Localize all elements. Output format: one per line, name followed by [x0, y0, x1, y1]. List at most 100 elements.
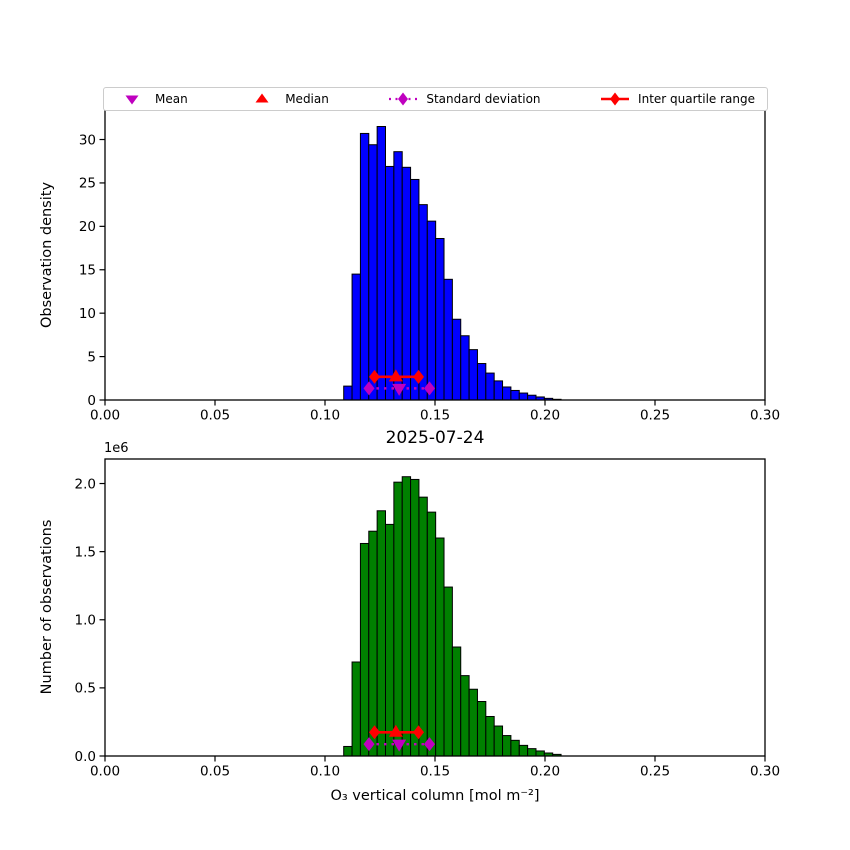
y-tick-label: 15 [79, 263, 96, 279]
histogram-bar [343, 385, 353, 401]
histogram-bar [418, 204, 428, 401]
median-marker [388, 369, 403, 382]
legend-label-standard-deviation: Standard deviation [426, 92, 541, 106]
histogram-bar [351, 661, 361, 757]
histogram-bar [410, 478, 420, 757]
x-tick-label: 0.00 [90, 408, 120, 424]
histogram-bar [468, 349, 478, 401]
histogram-bar [351, 273, 361, 401]
histogram-bar [393, 481, 403, 757]
histogram-bar [527, 394, 537, 401]
histogram-bar [493, 725, 504, 757]
y-tick-label: 30 [79, 132, 96, 148]
histogram-bar [359, 542, 370, 757]
y-axis-label-density: Observation density [39, 181, 55, 329]
histogram-bar [451, 318, 462, 401]
x-axis-label: O₃ vertical column [mol m⁻²] [330, 788, 540, 804]
stat-markers [363, 369, 435, 396]
legend-label-mean: Mean [155, 92, 188, 106]
diamond-solid-line-icon [601, 92, 630, 106]
y-tick-label: 0 [87, 393, 96, 409]
histogram-bar [527, 748, 537, 757]
x-tick-label: 0.10 [310, 764, 340, 780]
x-axis-ticks: 0.00 0.05 0.10 0.15 0.20 0.25 0.30 [90, 756, 780, 780]
legend-item-mean[interactable]: Mean [116, 91, 188, 107]
histogram-bar [368, 144, 378, 401]
y-tick-label: 20 [79, 219, 96, 235]
y-tick-label: 10 [79, 306, 96, 322]
histogram-bar [460, 675, 470, 757]
std-high-marker [424, 381, 435, 396]
histogram-bar [393, 151, 403, 401]
y-tick-label: 1.0 [75, 613, 96, 629]
histogram-bar [418, 496, 428, 757]
x-tick-label: 0.25 [640, 764, 670, 780]
histogram-bar [476, 701, 487, 757]
median-marker [388, 724, 403, 737]
std-high-marker [424, 737, 435, 752]
legend-item-standard-deviation[interactable]: Standard deviation [387, 91, 541, 107]
histogram-bar [368, 530, 378, 757]
histogram-bar [443, 278, 453, 401]
x-tick-label: 0.30 [750, 764, 780, 780]
stat-markers [363, 724, 435, 752]
diamond-dotted-line-icon [389, 92, 418, 106]
iqr-low-marker [369, 725, 380, 740]
histogram-bar [518, 744, 529, 757]
mean-marker [392, 739, 407, 752]
legend-item-median[interactable]: Median [246, 91, 329, 107]
x-tick-label: 0.05 [200, 408, 230, 424]
x-tick-label: 0.20 [530, 764, 560, 780]
histogram-bar [451, 646, 462, 757]
y-tick-label: 1.5 [75, 544, 96, 560]
histogram-bar [468, 688, 478, 757]
y-tick-label: 5 [87, 349, 96, 365]
legend-label-inter-quartile-range: Inter quartile range [638, 92, 755, 106]
mean-marker [392, 383, 407, 396]
histogram-bar [359, 132, 370, 401]
histogram-bar [376, 126, 387, 401]
histogram-bar [410, 178, 420, 401]
x-tick-label: 0.05 [200, 764, 230, 780]
x-tick-label: 0.15 [420, 764, 450, 780]
histogram-bar [485, 715, 495, 757]
subplot-1: 0.00 0.05 0.10 0.15 0.20 0.25 0.30 0.0 0.5 1.0 1.5… [75, 458, 780, 780]
histogram-bar [376, 510, 387, 757]
x-tick-label: 0.00 [90, 764, 120, 780]
histogram-bar [401, 476, 412, 757]
histogram-bar [435, 238, 445, 401]
x-axis-ticks: 0.00 0.05 0.10 0.15 0.20 0.25 0.30 [90, 400, 780, 424]
histogram-density [343, 126, 562, 401]
histogram-bar [476, 363, 487, 401]
legend-label-median: Median [285, 92, 329, 106]
histogram-bar [385, 523, 395, 757]
histogram-bar [510, 739, 520, 757]
histogram-bar [493, 380, 504, 401]
y-axis-ticks: 0 5 10 15 20 25 30 [79, 132, 105, 409]
y-tick-label: 0.5 [75, 681, 96, 697]
histogram-bar [426, 220, 437, 401]
histogram-bar [460, 335, 470, 401]
histogram-bar [502, 735, 512, 757]
std-low-marker [363, 737, 375, 752]
x-tick-label: 0.25 [640, 408, 670, 424]
subplot-0: 0.00 0.05 0.10 0.15 0.20 0.25 0.30 0 5 10 15 20 25 30 [79, 109, 780, 424]
histogram-bar [502, 386, 512, 401]
chart-title: 2025-07-24 [385, 428, 485, 448]
histogram-bar [518, 392, 529, 401]
histogram-bar [426, 511, 437, 757]
x-tick-label: 0.15 [420, 408, 450, 424]
legend-item-inter-quartile-range[interactable]: Inter quartile range [599, 91, 755, 107]
triangle-up-icon [255, 93, 269, 103]
iqr-high-marker [413, 725, 424, 740]
x-tick-label: 0.30 [750, 408, 780, 424]
x-tick-label: 0.20 [530, 408, 560, 424]
histogram-bar [535, 750, 545, 757]
y-tick-label: 25 [79, 176, 96, 192]
triangle-down-icon [125, 95, 139, 105]
histogram-counts [343, 476, 562, 757]
histogram-bar [510, 389, 520, 401]
y-tick-label: 0.0 [75, 749, 96, 765]
iqr-low-marker [369, 369, 380, 384]
